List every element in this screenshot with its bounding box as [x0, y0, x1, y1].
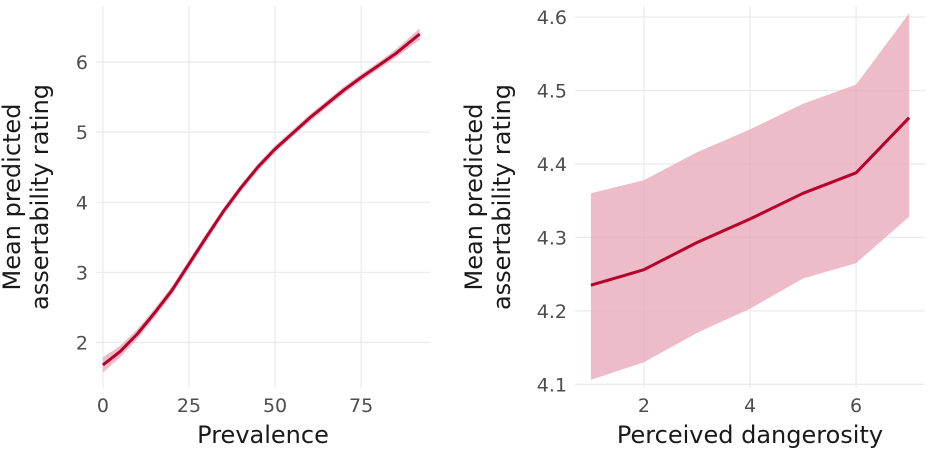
confidence-ribbon: [102, 28, 420, 373]
x-tick-label: 4: [744, 395, 756, 417]
y-tick-label: 4: [76, 192, 88, 214]
x-axis-title: Prevalence: [197, 421, 329, 449]
mean-prediction-line: [590, 116, 911, 287]
y-tick-label: 4.2: [537, 301, 567, 323]
y-tick-label: 2: [76, 332, 88, 354]
y-axis-title-line: Mean predicted: [460, 104, 488, 291]
y-axis-title-line: assertability rating: [26, 84, 54, 310]
x-axis-title: Perceived dangerosity: [617, 421, 883, 449]
y-tick-label: 4.1: [537, 374, 567, 396]
y-tick-label: 4.4: [537, 154, 567, 176]
x-tick-label: 2: [638, 395, 650, 417]
y-axis-title-line: Mean predicted: [0, 104, 26, 291]
y-tick-label: 4.5: [537, 80, 567, 102]
y-tick-label: 4.3: [537, 227, 567, 249]
x-tick-label: 50: [263, 395, 287, 417]
x-tick-label: 6: [850, 395, 862, 417]
x-tick-label: 0: [97, 395, 109, 417]
y-tick-label: 5: [76, 122, 88, 144]
y-tick-label: 4.6: [537, 7, 567, 29]
prevalence-chart-panel: 0 25 50 75 2 3 4 5 6 Prevalence Mean predicted asse…: [0, 6, 430, 449]
confidence-ribbon: [590, 13, 910, 380]
y-tick-label: 3: [76, 262, 88, 284]
mean-prediction-line: [101, 32, 421, 367]
y-axis-title-line: assertability rating: [488, 84, 516, 310]
y-tick-label: 6: [76, 52, 88, 74]
dangerosity-chart-panel: 2 4 6 4.1 4.2 4.3 4.4 4.5 4.6 Perceived dangerosi…: [460, 6, 925, 449]
x-tick-label: 75: [349, 395, 373, 417]
x-tick-label: 25: [177, 395, 201, 417]
